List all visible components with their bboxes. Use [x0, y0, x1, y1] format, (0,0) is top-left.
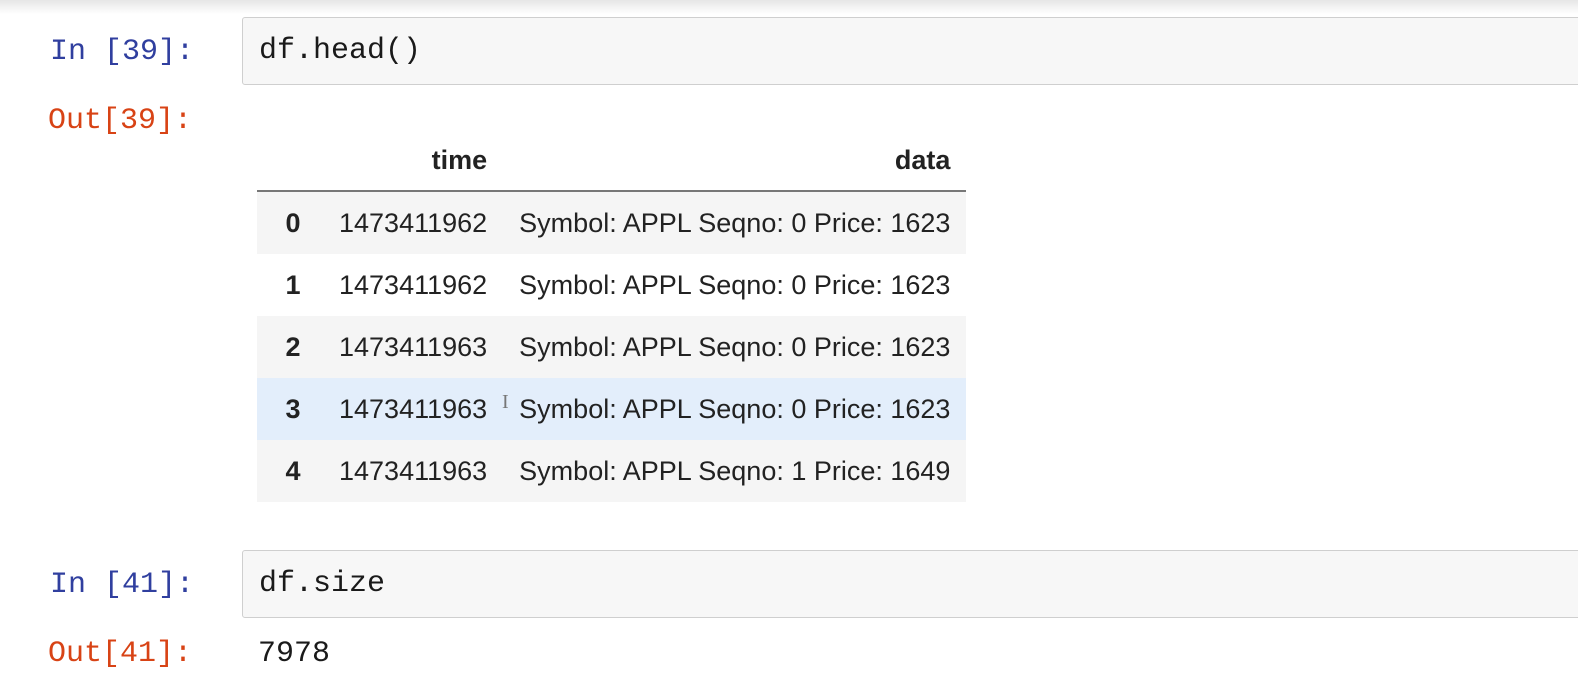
time-cell: 1473411963: [339, 455, 488, 486]
code-cell-input[interactable]: df.size: [242, 550, 1578, 618]
row-index: 3: [285, 393, 301, 424]
row-index: 0: [285, 207, 301, 238]
time-cell: 1473411963: [339, 331, 488, 362]
row-index: 1: [285, 269, 301, 300]
output-value: 7978: [258, 637, 331, 671]
row-index: 4: [285, 455, 301, 486]
code-text: df.size: [259, 567, 386, 601]
code-text: df.head(): [259, 34, 422, 68]
code-cell-input[interactable]: df.head(): [242, 17, 1578, 85]
data-cell: Symbol: APPL Seqno: 1 Price: 1649: [519, 455, 951, 486]
row-index: 2: [285, 331, 301, 362]
notebook-top-edge: [0, 0, 1578, 14]
table-header-row: time data: [257, 130, 967, 192]
data-cell: Symbol: APPL Seqno: 0 Price: 1623: [519, 207, 951, 238]
table-row: 2 1473411963 Symbol: APPL Seqno: 0 Price…: [257, 316, 967, 378]
input-prompt: In [41]:: [50, 568, 195, 602]
data-cell: Symbol: APPL Seqno: 0 Price: 1623: [519, 393, 951, 424]
data-cell: Symbol: APPL Seqno: 0 Price: 1623: [519, 331, 951, 362]
time-cell: 1473411962: [339, 269, 488, 300]
input-prompt: In [39]:: [50, 35, 195, 69]
data-cell: Symbol: APPL Seqno: 0 Price: 1623: [519, 269, 951, 300]
output-prompt: Out[41]:: [48, 637, 193, 671]
time-cell: 1473411962: [339, 207, 488, 238]
column-header-time: time: [323, 130, 504, 192]
output-prompt: Out[39]:: [48, 104, 193, 138]
time-cell: 1473411963: [339, 393, 488, 424]
i-beam-cursor-icon: I: [502, 391, 509, 413]
table-row: 0 1473411962 Symbol: APPL Seqno: 0 Price…: [257, 191, 967, 254]
table-row: 1 1473411962 Symbol: APPL Seqno: 0 Price…: [257, 254, 967, 316]
column-header-data: data: [503, 130, 967, 192]
table-row: 4 1473411963 Symbol: APPL Seqno: 1 Price…: [257, 440, 967, 502]
table-row-hovered: 3 1473411963 Symbol: APPL Seqno: 0 Price…: [257, 378, 967, 440]
index-header: [257, 130, 323, 192]
dataframe-table: time data 0 1473411962 Symbol: APPL Seqn…: [257, 130, 967, 502]
